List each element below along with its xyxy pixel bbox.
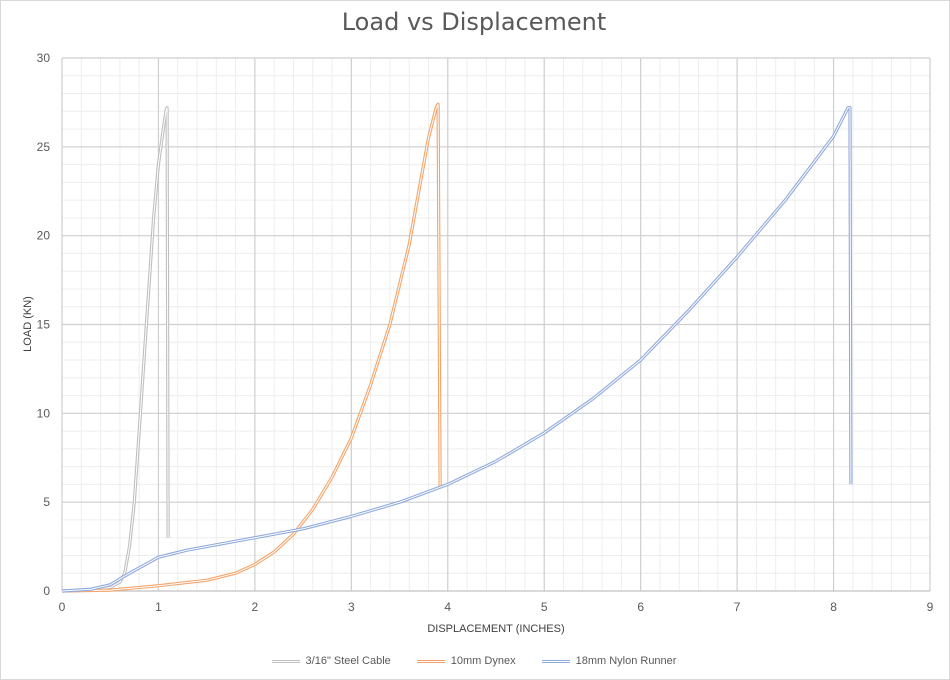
legend-swatch	[541, 659, 570, 663]
legend-label: 10mm Dynex	[450, 655, 516, 667]
legend: 3/16" Steel Cable 10mm Dynex 18mm Nylon Ru…	[0, 655, 948, 667]
x-tick-label: 6	[637, 600, 644, 614]
x-tick-label: 1	[155, 600, 162, 614]
x-tick-label: 0	[59, 600, 66, 614]
y-axis-title: LOAD (KN)	[22, 296, 34, 352]
major-gridlines	[61, 57, 931, 592]
legend-label: 3/16" Steel Cable	[305, 655, 391, 667]
series-lines	[61, 102, 853, 593]
legend-label: 18mm Nylon Runner	[575, 655, 677, 667]
legend-item-1: 3/16" Steel Cable	[271, 655, 391, 667]
y-tick-labels: 0 5 10 15 20 25 30	[37, 51, 51, 598]
legend-item-2: 10mm Dynex	[416, 655, 516, 667]
series-line-inner	[61, 103, 441, 592]
y-tick-label: 25	[37, 140, 51, 154]
y-tick-label: 5	[43, 495, 50, 509]
series-line-outer	[61, 106, 853, 593]
series-1	[61, 106, 170, 593]
x-tick-label: 8	[830, 600, 837, 614]
y-tick-label: 10	[37, 406, 51, 420]
y-tick-label: 30	[37, 51, 51, 65]
legend-item-3: 18mm Nylon Runner	[541, 655, 677, 667]
x-tick-label: 5	[541, 600, 548, 614]
series-2	[61, 102, 442, 593]
y-tick-label: 0	[43, 584, 50, 598]
series-line-outer	[61, 102, 442, 593]
x-tick-label: 3	[348, 600, 355, 614]
series-line-outer	[61, 106, 170, 593]
series-line-inner	[61, 107, 169, 592]
series-line-inner	[61, 107, 852, 592]
y-tick-label: 20	[37, 229, 51, 243]
x-tick-label: 7	[734, 600, 741, 614]
legend-swatch	[416, 659, 445, 663]
chart-title: Load vs Displacement	[341, 8, 607, 36]
x-tick-labels: 0 1 2 3 4 5 6 7 8 9	[59, 600, 934, 614]
x-tick-label: 2	[252, 600, 259, 614]
x-tick-label: 9	[927, 600, 934, 614]
x-tick-label: 4	[444, 600, 451, 614]
y-tick-label: 15	[37, 318, 51, 332]
x-axis-title: DISPLACEMENT (INCHES)	[427, 623, 564, 635]
legend-swatch	[271, 659, 300, 663]
series-3	[61, 106, 853, 593]
